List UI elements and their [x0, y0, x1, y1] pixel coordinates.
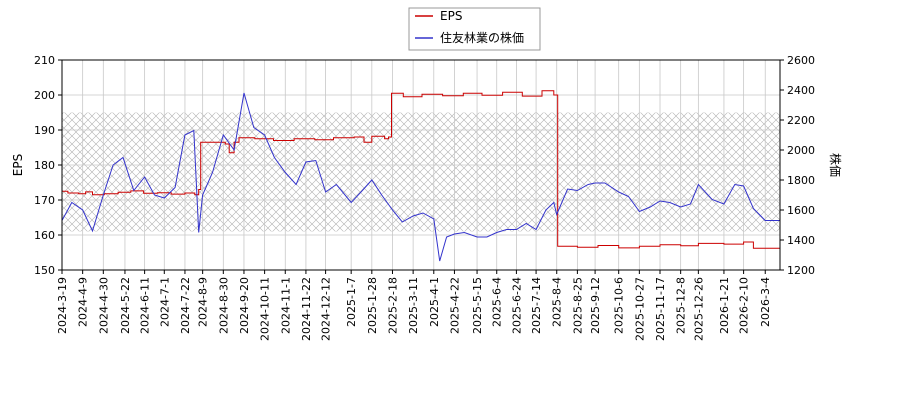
series-line-eps — [62, 90, 781, 250]
x-tick-label: 2025-2-18 — [386, 277, 399, 334]
x-tick-label: 2025-6-24 — [510, 277, 523, 334]
y-right-tick-label: 1600 — [787, 204, 815, 217]
y-right-tick-label: 2200 — [787, 114, 815, 127]
x-tick-label: 2025-4-1 — [428, 277, 441, 327]
x-tick-label: 2024-8-9 — [197, 277, 210, 327]
series-layer — [61, 90, 781, 262]
x-tick-label: 2025-1-28 — [366, 277, 379, 334]
x-tick-label: 2025-11-17 — [654, 277, 667, 341]
x-tick-label: 2024-8-30 — [217, 277, 230, 334]
x-tick-label: 2024-11-22 — [300, 277, 313, 341]
x-tick-label: 2024-7-22 — [179, 277, 192, 334]
y-left-tick-label: 210 — [34, 54, 55, 67]
series-line-stock-price — [61, 92, 780, 262]
legend: EPS 住友林業の株価 — [408, 7, 541, 51]
axes: 150 160 170 180 190 200 210 1200 1400 1600 1800 200… — [34, 54, 815, 341]
x-tick-label: 2025-3-11 — [407, 277, 420, 334]
x-tick-label: 2025-6-4 — [491, 277, 504, 327]
x-tick-label: 2024-9-20 — [238, 277, 251, 334]
x-tick-label: 2024-4-9 — [77, 277, 90, 327]
y-right-tick-label: 2400 — [787, 84, 815, 97]
x-tick-label: 2024-5-22 — [119, 277, 132, 334]
x-tick-label: 2025-5-15 — [471, 277, 484, 334]
y-right-tick-label: 2600 — [787, 54, 815, 67]
y-axis-left-label: EPS — [11, 154, 25, 176]
x-tick-label: 2024-11-1 — [279, 277, 292, 334]
x-tick-label: 2026-1-21 — [718, 277, 731, 334]
x-tick-label: 2025-9-12 — [589, 277, 602, 334]
y-left-tick-label: 190 — [34, 124, 55, 137]
x-tick-label: 2026-3-4 — [759, 277, 772, 327]
x-tick-label: 2024-3-19 — [56, 277, 69, 334]
y-left-tick-label: 170 — [34, 194, 55, 207]
x-tick-label: 2024-7-1 — [158, 277, 171, 327]
y-left-tick-label: 180 — [34, 159, 55, 172]
legend-label-stock-price: 住友林業の株価 — [440, 30, 524, 45]
y-left-tick-label: 160 — [34, 229, 55, 242]
x-tick-label: 2024-10-11 — [259, 277, 272, 341]
y-right-tick-label: 1800 — [787, 174, 815, 187]
y-right-tick-label: 2000 — [787, 144, 815, 157]
x-tick-label: 2025-1-7 — [345, 277, 358, 327]
x-tick-label: 2025-10-27 — [633, 277, 646, 341]
x-tick-label: 2025-12-8 — [675, 277, 688, 334]
x-tick-label: 2024-6-11 — [139, 277, 152, 334]
y-right-tick-label: 1200 — [787, 264, 815, 277]
x-tick-label: 2025-10-6 — [613, 277, 626, 334]
legend-label-eps: EPS — [440, 9, 462, 23]
y-left-tick-label: 200 — [34, 89, 55, 102]
x-tick-label: 2024-4-30 — [97, 277, 110, 334]
x-tick-label: 2025-4-22 — [448, 277, 461, 334]
legend-box — [408, 7, 541, 51]
x-tick-label: 2025-12-26 — [692, 277, 705, 341]
y-right-tick-label: 1400 — [787, 234, 815, 247]
x-tick-label: 2025-7-14 — [530, 277, 543, 334]
y-left-tick-label: 150 — [34, 264, 55, 277]
x-tick-label: 2024-12-12 — [320, 277, 333, 341]
y-axis-right-label: 株価 — [828, 153, 843, 177]
x-tick-label: 2025-8-25 — [571, 277, 584, 334]
x-tick-label: 2026-2-10 — [738, 277, 751, 334]
x-tick-label: 2025-8-4 — [551, 277, 564, 327]
